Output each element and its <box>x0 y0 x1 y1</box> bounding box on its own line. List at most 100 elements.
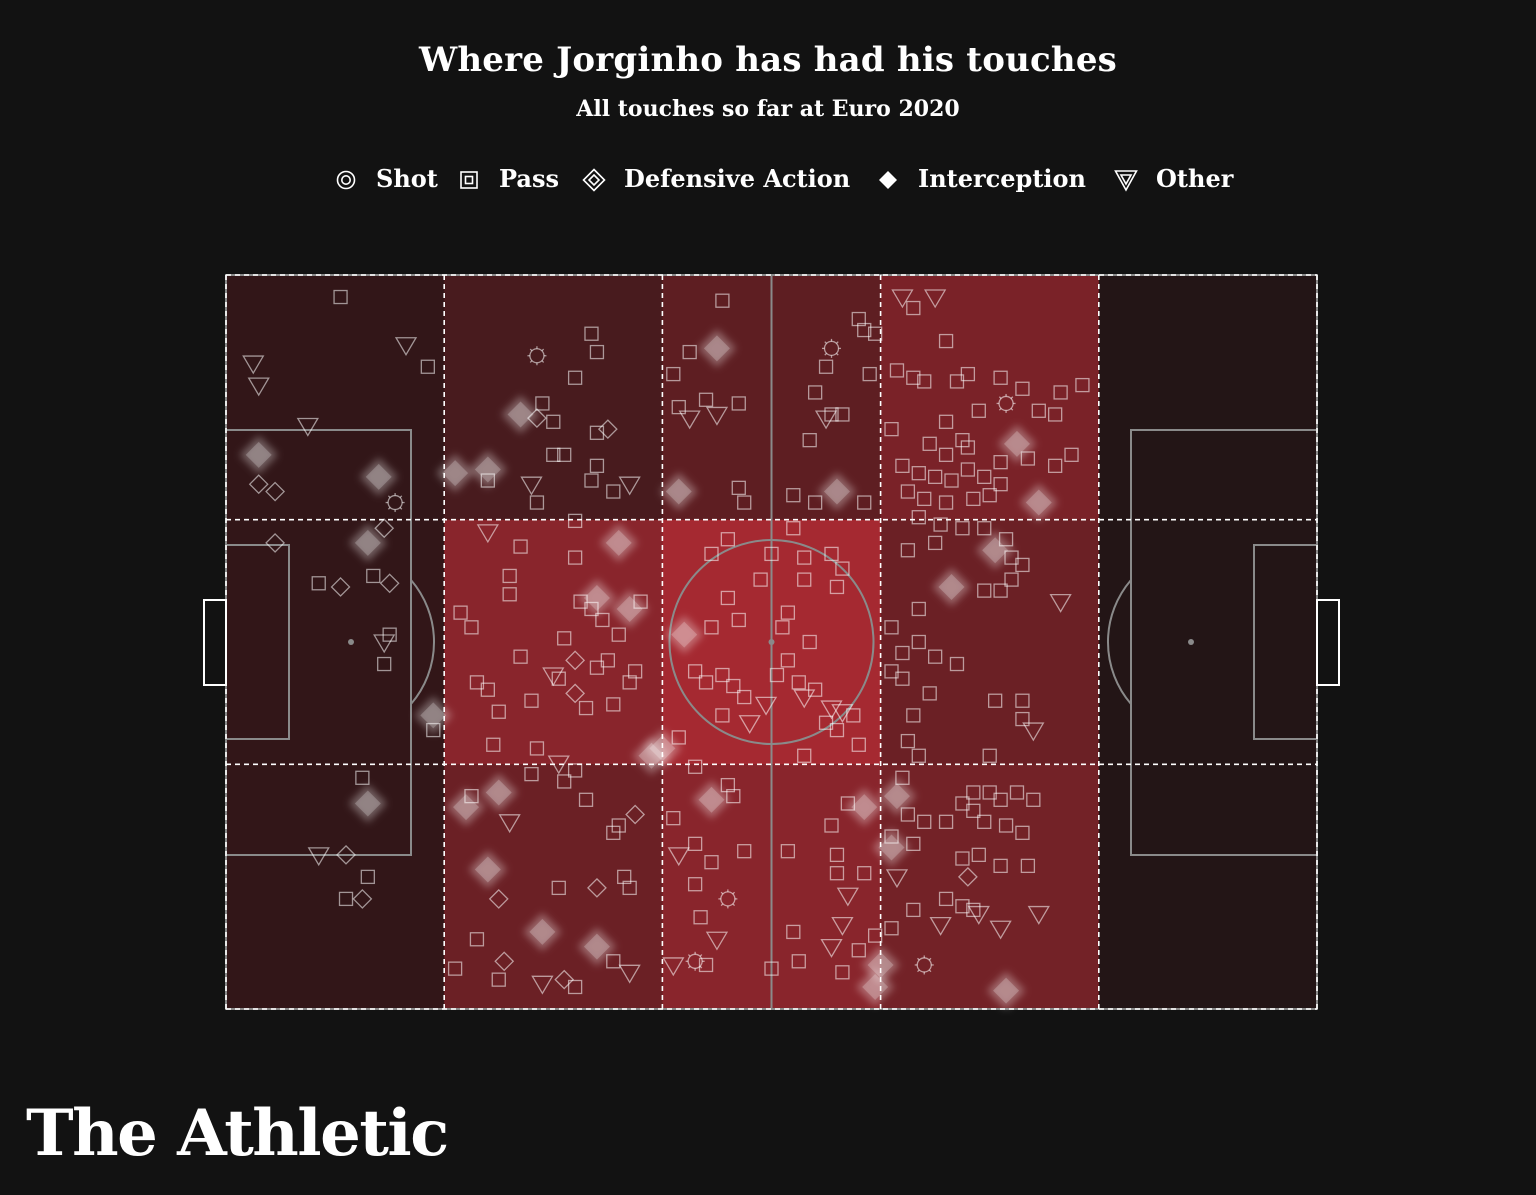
defensive-action-marker <box>597 419 618 440</box>
pass-marker <box>1004 550 1019 565</box>
pass-marker <box>1064 447 1079 462</box>
zone-cell <box>444 519 663 765</box>
pass-marker <box>938 414 954 429</box>
interception-glow <box>856 967 895 1006</box>
pass-marker <box>1048 407 1063 422</box>
pass-marker <box>993 477 1008 492</box>
pass-marker <box>551 671 566 686</box>
pass-marker <box>851 737 866 752</box>
interception-glow <box>665 615 704 654</box>
pass-marker <box>966 803 981 818</box>
pass-marker <box>578 792 594 807</box>
pass-marker <box>884 664 899 679</box>
pass-marker <box>726 678 741 694</box>
pass-marker <box>491 704 506 719</box>
interception-glow <box>643 729 682 768</box>
pass-marker <box>1015 381 1030 396</box>
other-marker <box>738 715 761 735</box>
pass-marker <box>797 572 812 587</box>
pass-marker <box>1009 785 1025 800</box>
pass-marker <box>1015 711 1030 727</box>
other-marker <box>814 410 838 430</box>
pass-marker <box>1015 693 1030 708</box>
pass-marker <box>698 392 714 407</box>
pass-marker <box>1075 377 1090 393</box>
left-penalty-spot <box>348 639 354 645</box>
defensive-action-marker <box>265 481 286 502</box>
pass-marker <box>557 631 572 646</box>
pass-marker <box>960 440 976 455</box>
pass-marker <box>846 708 861 723</box>
pass-marker <box>584 473 599 488</box>
pass-marker <box>977 521 992 536</box>
interception-glow <box>348 784 387 823</box>
pass-marker <box>835 407 850 422</box>
shot-marker-spike <box>928 957 932 961</box>
interception-marker <box>507 401 534 428</box>
pass-marker <box>589 660 605 675</box>
pass-marker <box>611 627 626 642</box>
interception-marker <box>665 478 692 505</box>
other-marker <box>296 417 319 437</box>
pass-marker <box>557 774 572 789</box>
interception-marker <box>605 529 632 556</box>
interception-glow <box>348 523 387 562</box>
interception-marker <box>485 779 512 806</box>
pass-marker <box>857 495 872 510</box>
pass-marker <box>938 447 954 462</box>
interception-marker <box>616 595 643 622</box>
defensive-action-marker <box>957 866 978 887</box>
pass-marker <box>622 675 637 690</box>
zone-cell <box>1098 764 1317 1009</box>
pass-marker <box>524 766 539 782</box>
pass-marker <box>704 546 719 562</box>
other-marker <box>678 410 701 430</box>
pass-marker <box>791 954 806 969</box>
interception-glow <box>817 472 856 511</box>
pass-marker <box>606 954 621 969</box>
interception-glow <box>523 912 562 951</box>
pass-marker <box>720 532 736 547</box>
pass-marker <box>1004 572 1019 587</box>
pass-marker <box>469 932 485 947</box>
other-marker <box>820 700 843 720</box>
pass-marker <box>895 458 910 473</box>
centre-circle <box>668 539 875 745</box>
defensive-action-marker <box>587 877 607 898</box>
pass-marker <box>922 436 937 451</box>
pass-marker <box>737 689 752 705</box>
pass-marker <box>884 620 899 635</box>
other-marker <box>242 355 265 375</box>
pass-marker <box>998 818 1014 833</box>
pass-marker <box>955 432 970 448</box>
pass-marker <box>906 836 921 851</box>
pass-marker <box>464 620 479 635</box>
interception-marker <box>649 735 676 762</box>
pass-marker <box>900 484 916 499</box>
pass-marker <box>693 910 708 925</box>
pass-marker <box>786 521 801 536</box>
pass-marker <box>780 844 796 859</box>
pass-marker <box>977 814 992 829</box>
pass-marker <box>447 961 463 976</box>
other-marker <box>831 916 854 936</box>
shot-marker-spike <box>928 969 932 973</box>
shot-marker-spike <box>399 507 403 510</box>
defensive-action-marker <box>248 474 269 495</box>
pass-marker <box>529 741 545 756</box>
pass-marker <box>824 407 839 422</box>
legend-label-shot: Shot <box>376 164 438 193</box>
pass-marker <box>851 311 866 327</box>
pass-marker <box>895 671 910 686</box>
right-penalty-spot <box>1188 639 1194 645</box>
defensive-action-marker <box>625 804 646 825</box>
pass-marker <box>906 902 921 918</box>
shot-marker-spike <box>917 957 920 961</box>
defensive-action-marker <box>379 573 400 594</box>
pass-marker <box>786 924 801 940</box>
shot-marker-spike <box>917 969 920 973</box>
zone-cell <box>1098 275 1317 520</box>
defensive-action-marker <box>488 888 509 909</box>
left-goal <box>203 599 227 686</box>
pass-marker <box>622 880 637 896</box>
